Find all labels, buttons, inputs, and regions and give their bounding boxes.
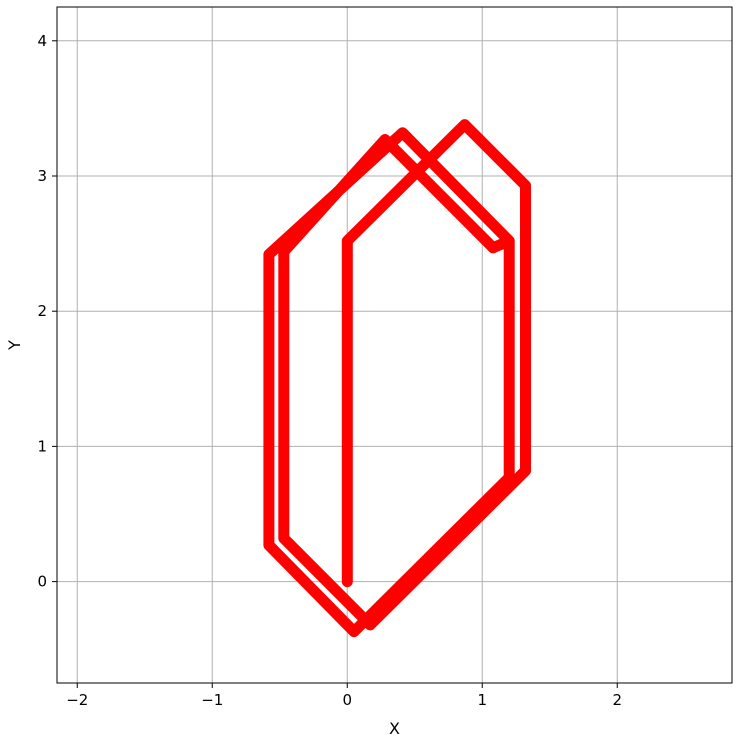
x-tick-label: −1: [201, 691, 223, 709]
series-line-2: [263, 127, 515, 638]
ticks: −2 −1 0 1 2 0 1 2 3 4: [37, 32, 622, 709]
y-axis-label: Y: [5, 340, 24, 351]
y-tick-label: 2: [37, 302, 47, 320]
y-tick-label: 3: [37, 167, 47, 185]
series-line-1: [278, 119, 531, 631]
plot-frame: [56, 6, 733, 684]
x-tick-label: 2: [612, 691, 622, 709]
y-tick-label: 4: [37, 32, 47, 50]
x-axis-label: X: [389, 719, 400, 738]
y-tick-label: 0: [37, 573, 47, 591]
series-layer: [263, 119, 531, 638]
x-tick-label: −2: [66, 691, 88, 709]
x-tick-label: 1: [477, 691, 487, 709]
grid: [57, 7, 732, 683]
x-tick-label: 0: [342, 691, 352, 709]
y-tick-label: 1: [37, 437, 47, 455]
